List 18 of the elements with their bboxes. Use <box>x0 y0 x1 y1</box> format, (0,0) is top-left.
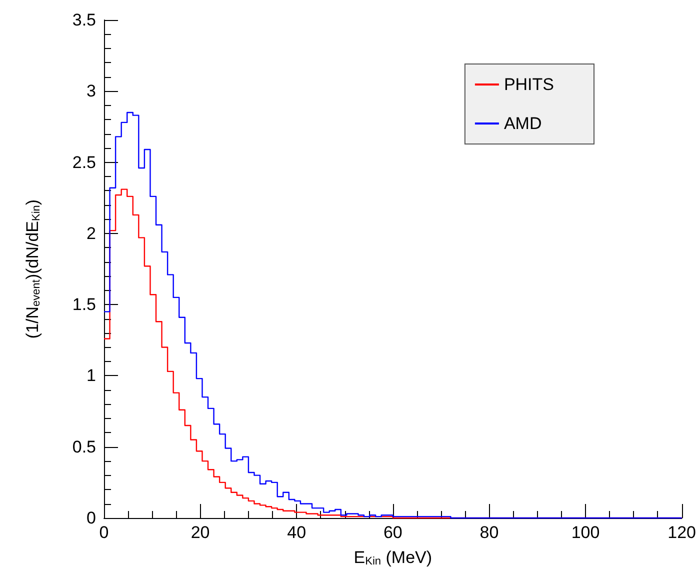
x-tick-label: 60 <box>383 523 402 542</box>
x-tick-label: 20 <box>190 523 210 542</box>
y-tick-label: 3.5 <box>72 10 96 30</box>
legend-label: AMD <box>504 114 542 133</box>
y-tick-label: 1 <box>86 366 96 386</box>
y-tick-label: 0.5 <box>72 437 96 456</box>
legend-label: PHITS <box>504 75 554 94</box>
x-tick-label: 0 <box>99 523 109 542</box>
y-tick-label: 3 <box>86 82 96 101</box>
x-tick-label: 40 <box>287 523 306 542</box>
y-tick-label: 0 <box>86 508 96 528</box>
y-tick-label: 1.5 <box>72 295 96 314</box>
x-tick-label: 80 <box>480 523 499 542</box>
x-tick-label: 100 <box>571 523 600 542</box>
x-tick-label: 120 <box>668 523 696 542</box>
y-tick-label: 2.5 <box>72 152 96 172</box>
y-axis-title: (1/Nevent)(dN/dEKin) <box>23 199 42 339</box>
y-tick-label: 2 <box>86 224 96 243</box>
